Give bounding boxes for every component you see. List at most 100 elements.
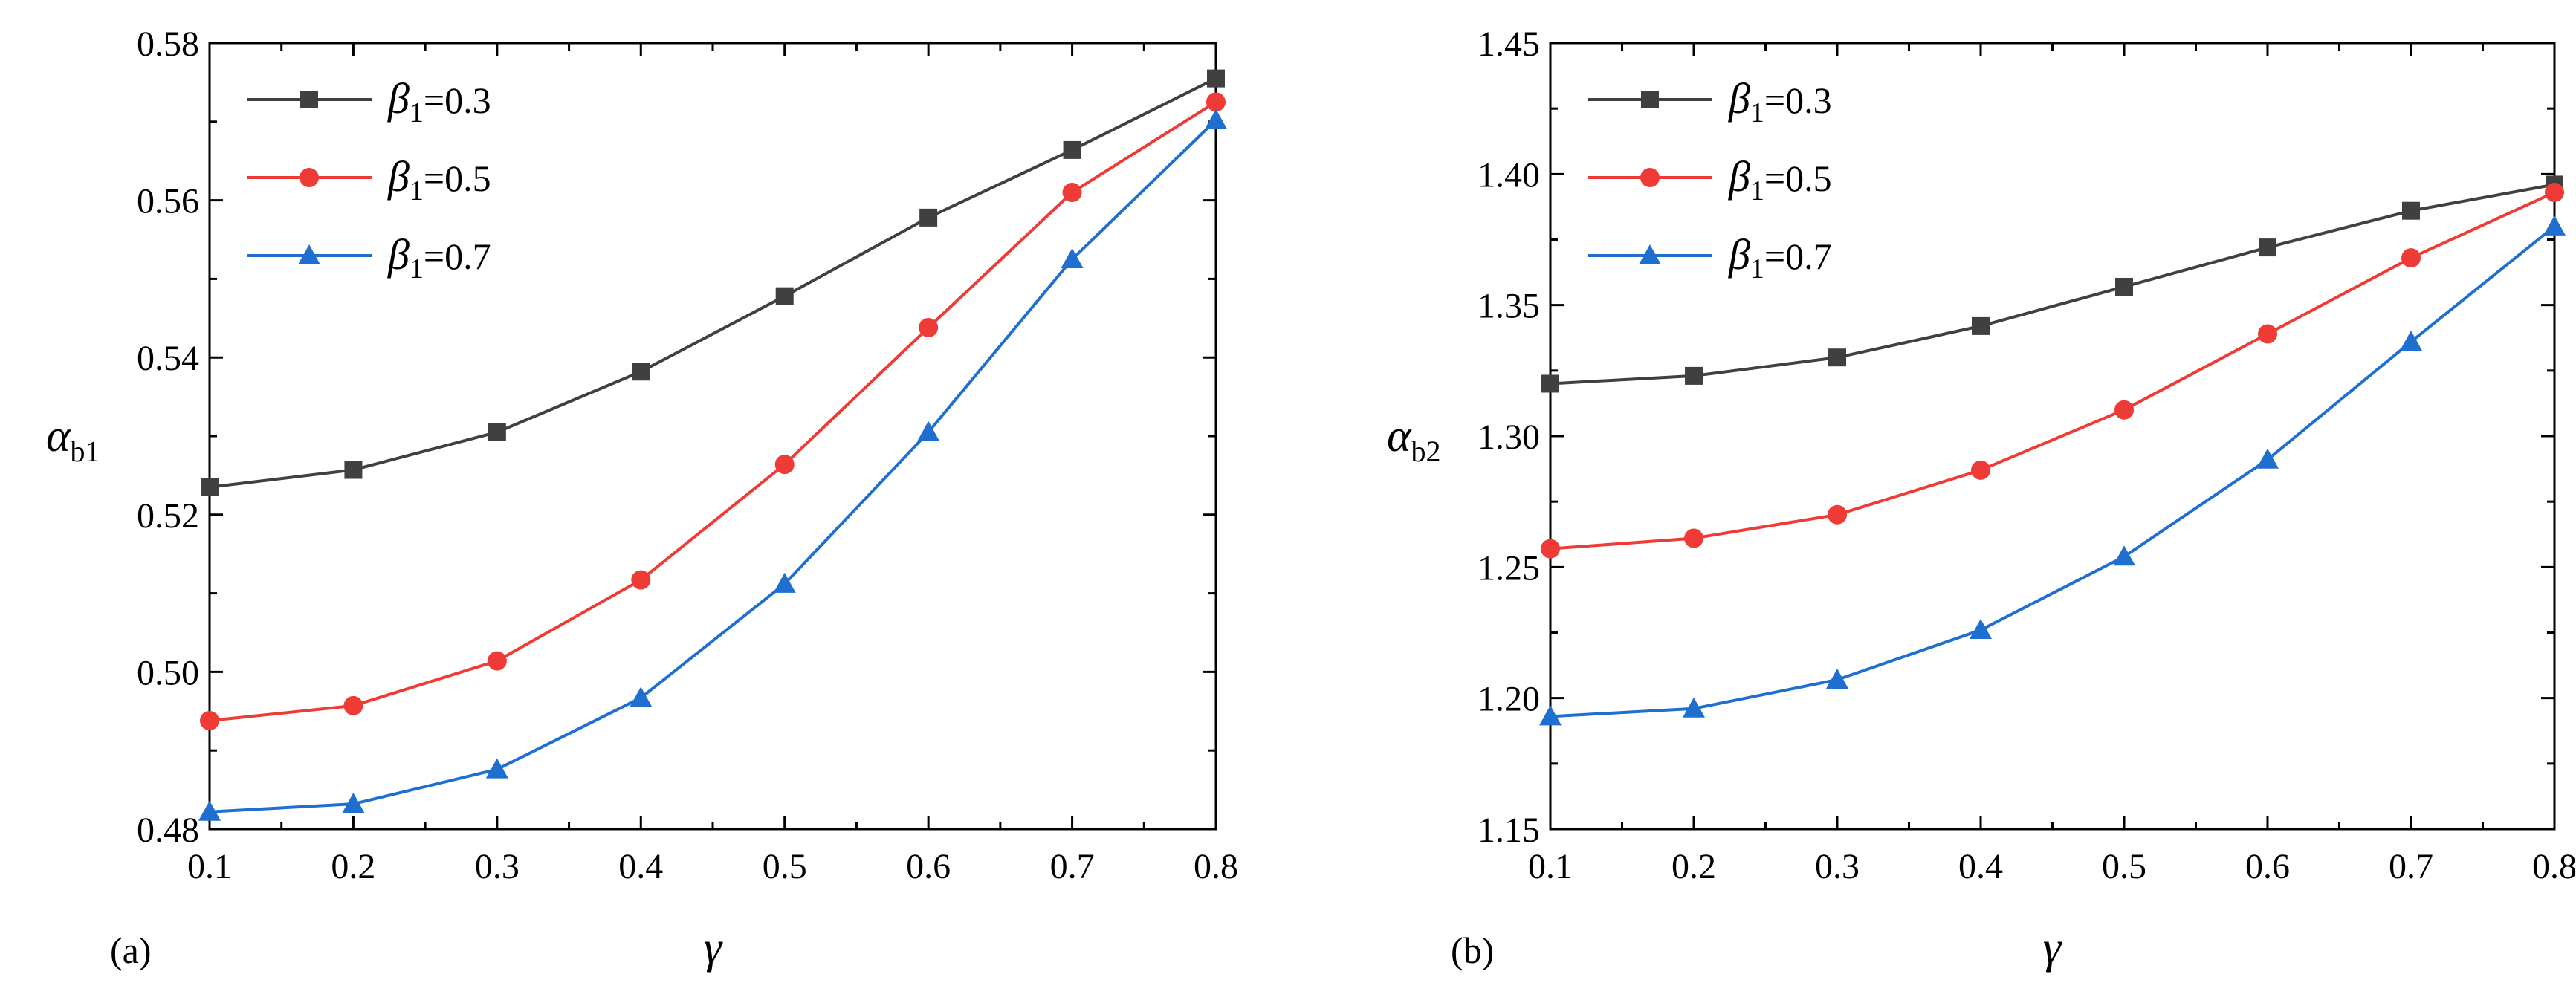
x-tick-label: 0.5: [2102, 847, 2146, 886]
series-line: [1550, 183, 2555, 386]
legend-marker: [1639, 244, 1661, 264]
series-square: [201, 69, 1225, 496]
data-point: [2115, 277, 2133, 296]
y-tick-label: 0.52: [137, 496, 199, 536]
data-point: [344, 461, 363, 479]
data-point: [2402, 201, 2420, 220]
series-square: [1541, 175, 2563, 393]
data-point: [1828, 504, 1847, 525]
series-circle: [1541, 183, 2564, 559]
series-line: [209, 77, 1217, 489]
data-point: [1684, 528, 1703, 548]
y-tick-label: 1.30: [1478, 418, 1540, 457]
chart-panel-b: 0.1 0.2 0.3 0.4 0.5 0.6 0.7 0.8 1.15 1.20 1.25 1.30…: [1387, 25, 2576, 973]
x-axis-label: γ: [704, 923, 723, 973]
x-tick-label: 0.8: [1194, 847, 1238, 886]
data-point: [485, 758, 508, 779]
data-point: [2401, 248, 2421, 268]
data-point: [1541, 374, 1559, 393]
data-point: [1683, 697, 1705, 718]
legend-marker: [298, 244, 320, 264]
chart-panel-a: 0.1 0.2 0.3 0.4 0.5 0.6 0.7 0.8 0.48 0.50 0.52 0.54…: [46, 25, 1238, 973]
y-tick-label: 0.58: [137, 25, 199, 64]
data-point: [632, 363, 650, 381]
series-circle: [200, 92, 1226, 730]
x-tick-label: 0.5: [763, 847, 807, 886]
data-point: [1207, 69, 1225, 88]
legend-marker: [1641, 91, 1659, 108]
data-point: [1061, 247, 1084, 268]
data-point: [342, 793, 365, 813]
data-point: [775, 287, 794, 305]
data-point: [488, 423, 506, 441]
data-point: [201, 478, 219, 496]
y-tick-label: 1.25: [1478, 548, 1540, 588]
x-tick-label: 0.6: [906, 847, 951, 886]
data-point: [630, 686, 653, 707]
x-tick-label: 0.7: [2389, 847, 2433, 886]
y-tick-label: 0.54: [137, 339, 199, 378]
y-tick-label: 1.15: [1478, 811, 1540, 850]
data-point: [917, 420, 940, 441]
data-point: [2113, 545, 2135, 566]
data-point: [1971, 460, 1990, 480]
data-point: [2258, 324, 2277, 344]
data-point: [1206, 92, 1226, 112]
data-point: [198, 800, 221, 821]
legend-label: β1=0.3: [1728, 74, 1832, 129]
y-tick-label: 0.56: [137, 182, 199, 221]
data-point: [1972, 316, 1990, 335]
data-point: [2256, 448, 2279, 469]
data-point: [1062, 183, 1082, 203]
data-point: [919, 208, 938, 227]
data-point: [2545, 183, 2564, 203]
x-tick-label: 0.4: [618, 847, 663, 886]
data-point: [773, 572, 796, 593]
legend: β1=0.3 β1=0.5 β1=0.7: [1588, 74, 1832, 285]
legend-label: β1=0.5: [387, 152, 491, 207]
data-point: [1685, 366, 1703, 385]
data-point: [2400, 331, 2422, 351]
legend-label: β1=0.7: [387, 230, 491, 285]
legend-marker: [1640, 168, 1660, 187]
x-tick-label: 0.2: [331, 847, 375, 886]
legend-label: β1=0.3: [387, 74, 491, 129]
y-tick-label: 1.20: [1478, 680, 1540, 719]
data-point: [2543, 215, 2566, 236]
legend: β1=0.3 β1=0.5 β1=0.7: [247, 74, 491, 285]
data-point: [1828, 348, 1846, 367]
panel-label: (a): [110, 929, 152, 971]
series-triangle: [198, 108, 1227, 821]
data-point: [1539, 705, 1562, 726]
y-tick-label: 1.40: [1478, 155, 1540, 195]
x-tick-label: 0.1: [187, 847, 232, 886]
y-axis-label: αb1: [46, 411, 100, 468]
data-point: [774, 455, 795, 475]
x-axis-label: γ: [2043, 923, 2062, 973]
x-tick-label: 0.4: [1958, 847, 2003, 886]
series-line: [209, 119, 1217, 813]
series-triangle: [1539, 215, 2566, 726]
data-point: [1541, 539, 1560, 559]
legend-label: β1=0.7: [1728, 230, 1832, 285]
legend-marker: [300, 91, 318, 108]
series-line: [1550, 191, 2555, 551]
x-tick-label: 0.3: [1815, 847, 1860, 886]
legend-marker: [300, 168, 319, 187]
series-line: [209, 100, 1217, 722]
data-point: [1826, 668, 1848, 689]
y-tick-label: 1.45: [1478, 25, 1540, 64]
data-point: [631, 570, 651, 590]
y-tick-label: 1.35: [1478, 287, 1540, 326]
panel-label: (b): [1451, 929, 1494, 971]
x-tick-label: 0.2: [1672, 847, 1716, 886]
x-tick-label: 0.8: [2532, 847, 2576, 886]
data-point: [200, 710, 219, 730]
x-tick-label: 0.6: [2245, 847, 2290, 886]
legend-label: β1=0.5: [1728, 152, 1832, 207]
data-point: [919, 317, 939, 337]
data-point: [2259, 238, 2276, 257]
data-point: [343, 695, 363, 715]
data-point: [1205, 108, 1227, 129]
y-tick-label: 0.48: [137, 811, 199, 850]
